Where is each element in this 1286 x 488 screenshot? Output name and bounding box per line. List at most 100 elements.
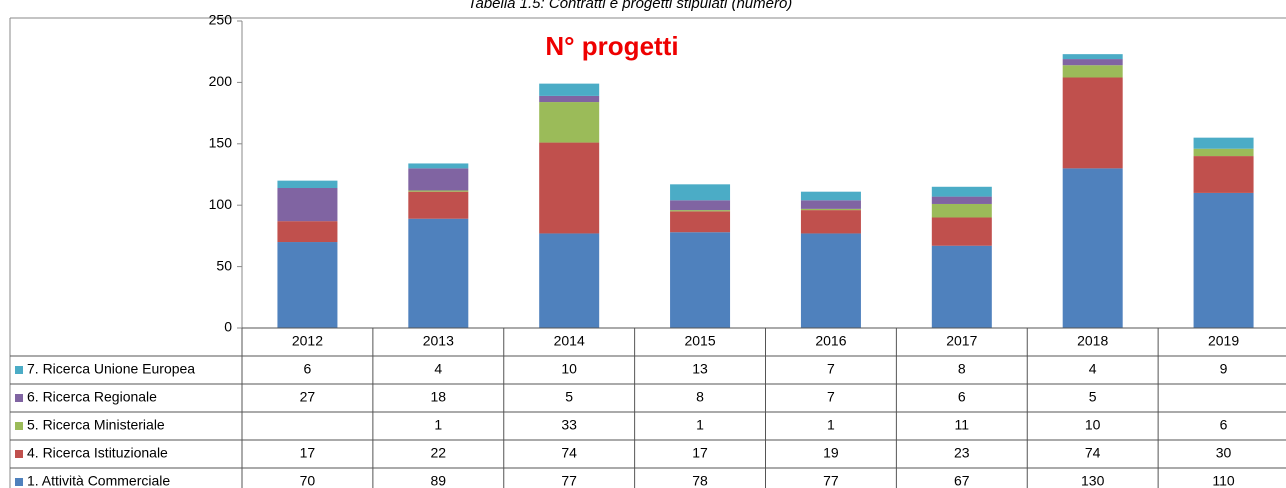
bar-segment bbox=[670, 232, 731, 328]
bar-segment bbox=[277, 242, 338, 328]
legend-swatch bbox=[15, 478, 23, 486]
table-value: 23 bbox=[954, 445, 970, 461]
table-value: 74 bbox=[1085, 445, 1101, 461]
table-value: 6 bbox=[304, 361, 312, 377]
bar-segment bbox=[539, 233, 600, 328]
table-value: 78 bbox=[692, 473, 708, 488]
bar-segment bbox=[408, 163, 469, 169]
table-value: 10 bbox=[561, 361, 577, 377]
bar-segment bbox=[670, 210, 731, 212]
chart-title: N° progetti bbox=[545, 31, 678, 61]
table-value: 17 bbox=[300, 445, 316, 461]
bar-segment bbox=[408, 191, 469, 219]
table-value: 17 bbox=[692, 445, 708, 461]
bar-segment bbox=[931, 217, 992, 246]
table-value: 89 bbox=[431, 473, 447, 488]
bar-segment bbox=[408, 168, 469, 191]
table-value: 27 bbox=[300, 389, 316, 405]
legend-label: 4. Ricerca Istituzionale bbox=[27, 445, 168, 461]
y-tick-label: 200 bbox=[209, 73, 233, 89]
bar-segment bbox=[277, 221, 338, 243]
legend-swatch bbox=[15, 422, 23, 430]
bar-segment bbox=[539, 95, 600, 103]
bar-segment bbox=[1062, 65, 1123, 78]
bar-segment bbox=[670, 200, 731, 211]
legend-label: 7. Ricerca Unione Europea bbox=[27, 361, 195, 377]
table-value: 1 bbox=[434, 417, 442, 433]
bar-segment bbox=[800, 200, 861, 209]
table-value: 9 bbox=[1220, 361, 1228, 377]
bar-segment bbox=[1062, 168, 1123, 328]
bar-segment bbox=[1193, 137, 1254, 149]
table-value: 77 bbox=[823, 473, 839, 488]
table-value: 5 bbox=[1089, 389, 1097, 405]
table-value: 19 bbox=[823, 445, 839, 461]
table-value: 7 bbox=[827, 361, 835, 377]
table-value: 8 bbox=[958, 361, 966, 377]
table-value: 22 bbox=[431, 445, 447, 461]
bar-segment bbox=[1193, 192, 1254, 328]
table-value: 30 bbox=[1216, 445, 1232, 461]
legend-swatch bbox=[15, 366, 23, 374]
table-value: 33 bbox=[561, 417, 577, 433]
caption: Tabella 1.5: Contratti e progetti stipul… bbox=[468, 0, 793, 12]
table-value: 13 bbox=[692, 361, 708, 377]
table-value: 74 bbox=[561, 445, 577, 461]
bar-segment bbox=[800, 210, 861, 234]
y-tick-label: 250 bbox=[209, 12, 233, 28]
table-value: 11 bbox=[955, 417, 970, 433]
x-tick-label: 2012 bbox=[292, 333, 323, 349]
table-value: 67 bbox=[954, 473, 970, 488]
bar-segment bbox=[277, 180, 338, 189]
bar-segment bbox=[1062, 54, 1123, 60]
table-value: 7 bbox=[827, 389, 835, 405]
x-tick-label: 2017 bbox=[946, 333, 977, 349]
legend-label: 6. Ricerca Regionale bbox=[27, 389, 157, 405]
x-tick-label: 2015 bbox=[684, 333, 715, 349]
x-tick-label: 2014 bbox=[554, 333, 585, 349]
legend-label: 1. Attività Commerciale bbox=[27, 473, 170, 488]
bar-segment bbox=[800, 208, 861, 211]
legend-swatch bbox=[15, 450, 23, 458]
bar-segment bbox=[408, 190, 469, 192]
legend-swatch bbox=[15, 394, 23, 402]
bar-segment bbox=[800, 191, 861, 201]
y-tick-label: 150 bbox=[209, 135, 233, 151]
bar-segment bbox=[800, 233, 861, 328]
bar-segment bbox=[539, 83, 600, 96]
bar-segment bbox=[1193, 148, 1254, 157]
table-value: 4 bbox=[1089, 361, 1097, 377]
bar-segment bbox=[931, 203, 992, 218]
bar-segment bbox=[931, 196, 992, 204]
table-value: 110 bbox=[1212, 473, 1235, 488]
y-tick-label: 50 bbox=[216, 257, 232, 273]
bar-segment bbox=[1062, 59, 1123, 66]
table-value: 8 bbox=[696, 389, 704, 405]
y-tick-label: 100 bbox=[209, 196, 233, 212]
table-value: 1 bbox=[696, 417, 704, 433]
table-value: 6 bbox=[958, 389, 966, 405]
x-tick-label: 2019 bbox=[1208, 333, 1239, 349]
x-tick-label: 2016 bbox=[815, 333, 846, 349]
table-value: 70 bbox=[300, 473, 316, 488]
table-value: 5 bbox=[565, 389, 573, 405]
bar-segment bbox=[539, 102, 600, 143]
bar-segment bbox=[1062, 77, 1123, 169]
bar-segment bbox=[931, 245, 992, 328]
bar-segment bbox=[670, 184, 731, 201]
x-tick-label: 2013 bbox=[423, 333, 454, 349]
table-value: 4 bbox=[434, 361, 442, 377]
bar-segment bbox=[277, 188, 338, 222]
table-value: 130 bbox=[1081, 473, 1105, 488]
table-value: 1 bbox=[827, 417, 835, 433]
bar-segment bbox=[408, 218, 469, 328]
bar-segment bbox=[539, 142, 600, 234]
table-value: 6 bbox=[1220, 417, 1228, 433]
y-tick-label: 0 bbox=[224, 319, 232, 335]
bar-segment bbox=[931, 186, 992, 197]
bar-segment bbox=[1193, 156, 1254, 193]
bar-segment bbox=[670, 211, 731, 233]
table-value: 10 bbox=[1085, 417, 1101, 433]
